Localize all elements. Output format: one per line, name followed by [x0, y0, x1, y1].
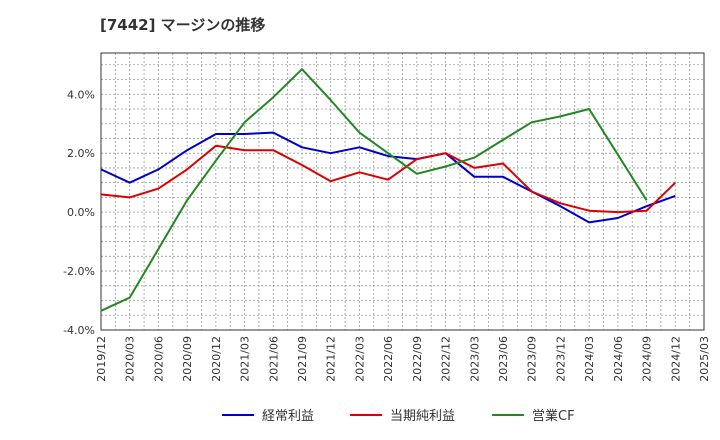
y-axis-labels: -4.0% -2.0% 0.0% 2.0% 4.0%	[63, 88, 95, 337]
x-tick-label: 2022/09	[411, 336, 424, 382]
chart-title: [7442] マージンの推移	[100, 16, 266, 34]
x-tick-label: 2024/12	[669, 336, 682, 382]
x-tick-label: 2023/09	[526, 336, 539, 382]
y-tick-label: -4.0%	[63, 324, 95, 337]
x-tick-label: 2019/12	[95, 336, 108, 382]
x-tick-label: 2020/06	[152, 336, 165, 382]
legend-label: 経常利益	[262, 409, 314, 424]
legend: 経常利益 当期純利益 営業CF	[222, 408, 575, 424]
x-tick-label: 2022/12	[440, 336, 453, 382]
x-tick-label: 2021/03	[239, 336, 252, 382]
x-tick-label: 2021/09	[296, 336, 309, 382]
x-tick-label: 2021/06	[267, 336, 280, 382]
x-tick-label: 2024/09	[641, 336, 654, 382]
x-tick-label: 2023/12	[554, 336, 567, 382]
series-line-営業CF	[100, 68, 648, 312]
y-tick-label: 2.0%	[67, 147, 95, 160]
plot-frame	[100, 52, 705, 331]
x-tick-label: 2021/12	[325, 336, 338, 382]
grid-lines	[101, 53, 704, 330]
x-tick-label: 2020/12	[210, 336, 223, 382]
x-axis-labels: 2019/12 2020/03 2020/06 2020/09 2020/12 2021/…	[95, 336, 711, 382]
x-tick-label: 2023/03	[468, 336, 481, 382]
x-tick-label: 2020/09	[181, 336, 194, 382]
series-line-経常利益	[100, 131, 676, 224]
y-tick-label: 4.0%	[67, 88, 95, 101]
y-tick-label: -2.0%	[63, 265, 95, 278]
x-tick-label: 2023/06	[497, 336, 510, 382]
x-tick-label: 2022/06	[382, 336, 395, 382]
series-line-当期純利益	[100, 144, 676, 214]
legend-label: 当期純利益	[390, 409, 455, 424]
x-tick-label: 2022/03	[353, 336, 366, 382]
x-tick-label: 2024/03	[583, 336, 596, 382]
x-tick-label: 2024/06	[612, 336, 625, 382]
series-lines	[100, 68, 676, 312]
x-tick-label: 2020/03	[124, 336, 137, 382]
legend-label: 営業CF	[532, 408, 575, 424]
x-tick-label: 2025/03	[698, 336, 711, 382]
y-tick-label: 0.0%	[67, 206, 95, 219]
